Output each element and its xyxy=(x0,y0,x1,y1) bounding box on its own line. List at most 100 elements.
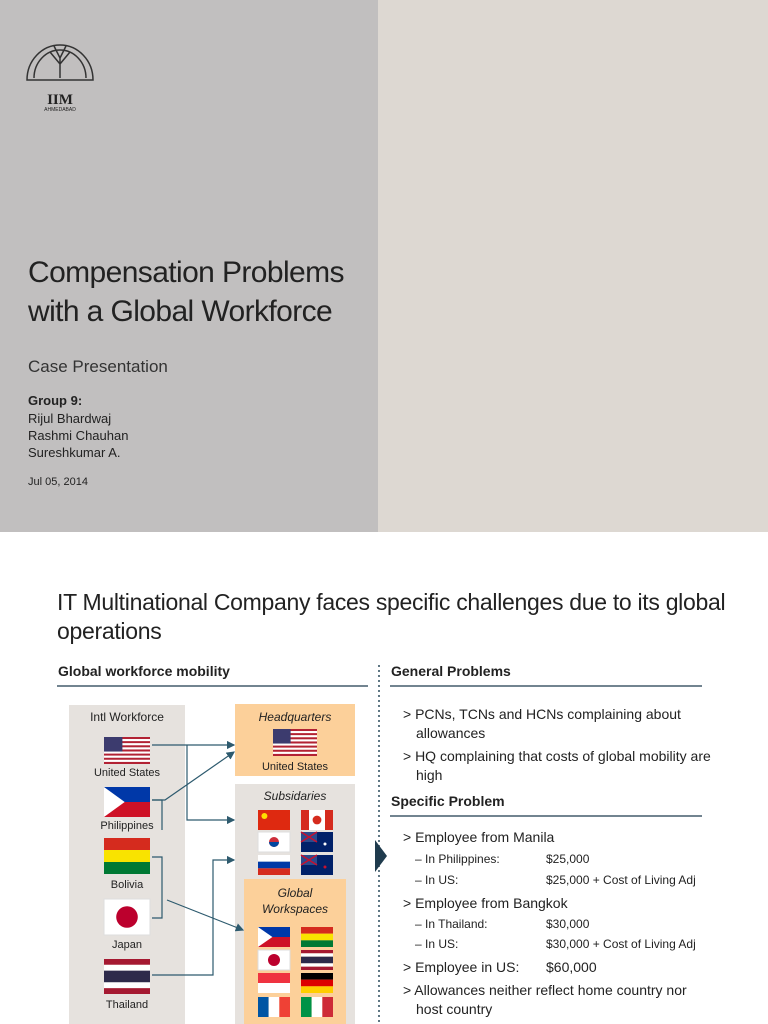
bullet: > HQ complaining that costs of global mo… xyxy=(403,748,711,783)
flag-part xyxy=(312,815,322,825)
flag-part xyxy=(273,729,317,732)
title-line: Compensation Problems xyxy=(28,256,345,289)
country-label: Thailand xyxy=(105,999,149,1011)
flag-part xyxy=(279,997,290,1017)
flag-part xyxy=(301,810,309,830)
flag-part xyxy=(104,970,150,983)
row-value: $25,000 xyxy=(546,852,590,866)
flag-part xyxy=(104,737,150,740)
flag-part xyxy=(301,973,333,980)
bullet: > Employee in US: xyxy=(403,959,520,975)
flag-part xyxy=(104,745,150,748)
flag-part xyxy=(301,956,333,964)
flag-part xyxy=(273,733,317,736)
row-label: – In Philippines: xyxy=(415,852,500,866)
flag-part xyxy=(273,741,317,744)
flag-part xyxy=(104,964,150,971)
subtitle: Case Presentation xyxy=(28,357,168,376)
arrow-head xyxy=(375,840,387,872)
side-panel xyxy=(378,0,768,532)
title: Compensation Problems with a Global Work… xyxy=(28,253,345,331)
flag-part xyxy=(104,787,125,817)
bullet: > Employee from Manila xyxy=(403,829,555,845)
member: Rashmi Chauhan xyxy=(28,428,129,443)
flag-part xyxy=(322,997,333,1017)
flag-part xyxy=(104,741,150,744)
date: Jul 05, 2014 xyxy=(28,476,88,488)
flag-part xyxy=(301,953,333,957)
flag-part xyxy=(258,973,290,983)
flag-part xyxy=(258,927,290,937)
row-label: – In Thailand: xyxy=(415,917,488,931)
flag-part xyxy=(301,950,333,954)
flag-part xyxy=(273,753,317,756)
bullet: > Employee from Bangkok xyxy=(403,895,568,911)
title-line: with a Global Workforce xyxy=(28,295,333,328)
flag-part xyxy=(104,755,150,758)
row-value: $60,000 xyxy=(546,959,597,975)
flag-part xyxy=(258,810,290,830)
box-label: Headquarters xyxy=(258,710,332,724)
connectors xyxy=(152,740,245,976)
flag-part xyxy=(104,761,150,764)
flag-part xyxy=(300,854,318,866)
logo xyxy=(26,44,94,81)
slide-title: IT Multinational Company faces specific … xyxy=(57,589,726,644)
flag-part xyxy=(273,731,317,734)
section-heading: Specific Problem xyxy=(391,793,505,809)
country-label: United States xyxy=(93,767,161,779)
flag-part xyxy=(273,747,317,750)
row-value: $30,000 xyxy=(546,917,590,931)
row-label: – In US: xyxy=(415,873,459,887)
flag-part xyxy=(104,739,150,742)
member: Rijul Bhardwaj xyxy=(28,411,112,426)
flag-part xyxy=(301,933,333,941)
bullet: > Allowances neither reflect home countr… xyxy=(403,982,687,1017)
flag-part xyxy=(104,988,150,994)
flag-part xyxy=(104,749,150,752)
flag-part xyxy=(273,729,291,744)
flag-part xyxy=(301,927,333,934)
country-label: Philippines xyxy=(100,820,154,832)
flag-part xyxy=(301,940,333,947)
logo-name: IIM xyxy=(47,92,73,108)
title-panel xyxy=(0,0,378,532)
group-label: Group 9: xyxy=(28,393,83,408)
box-label: Intl Workforce xyxy=(90,710,164,724)
box-label: Global Workspaces xyxy=(261,886,329,916)
logo-city: AHMEDABAD xyxy=(44,107,76,113)
flag-part xyxy=(301,986,333,993)
flag-part xyxy=(104,759,150,762)
country-label: Japan xyxy=(112,939,142,951)
country-label: United States xyxy=(261,761,329,773)
flag-part xyxy=(261,813,268,819)
flag-part xyxy=(325,810,333,830)
flag-part xyxy=(273,737,317,740)
flag-part xyxy=(268,954,280,966)
flag-part xyxy=(258,937,290,947)
flag-part xyxy=(273,749,317,752)
flag-part xyxy=(104,959,150,965)
flag-part xyxy=(273,743,317,746)
flag-part xyxy=(104,850,150,862)
flag-part xyxy=(273,735,317,738)
flag-part xyxy=(268,997,280,1017)
flag-part xyxy=(301,963,333,967)
box-label: Subsidaries xyxy=(263,789,327,803)
flag-part xyxy=(323,865,327,869)
section-heading: General Problems xyxy=(391,663,511,679)
flag-part xyxy=(104,757,150,760)
members: Rijul Bhardwaj Rashmi Chauhan Sureshkuma… xyxy=(28,410,128,461)
flag-part xyxy=(104,743,150,746)
flag-part xyxy=(258,855,290,862)
country-label: Bolivia xyxy=(110,879,144,891)
flag-part xyxy=(104,751,150,754)
row-label: – In US: xyxy=(415,937,459,951)
flag-part xyxy=(104,982,150,989)
bullet: > PCNs, TCNs and HCNs complaining about … xyxy=(403,706,681,741)
flag-part xyxy=(273,745,317,748)
flag-part xyxy=(273,751,317,754)
row-value: $30,000 + Cost of Living Adj xyxy=(546,937,696,951)
